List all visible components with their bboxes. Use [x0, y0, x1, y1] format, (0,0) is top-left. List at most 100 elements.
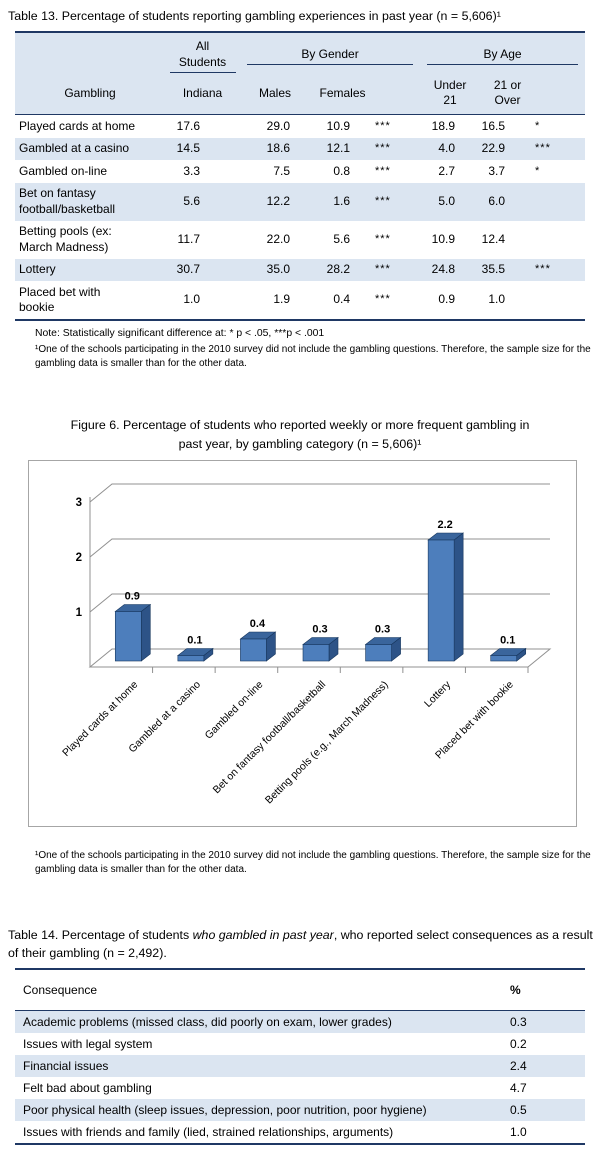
cell-indiana: 30.7: [176, 262, 200, 276]
row-label: Played cards at home: [19, 118, 136, 133]
consequence-percent: 4.7: [510, 1080, 527, 1095]
table-row: Academic problems (missed class, did poo…: [15, 1010, 585, 1033]
bar-value-label: 0.3: [375, 624, 390, 636]
cell-sig-age: *: [535, 119, 541, 132]
row-label: Betting pools (ex: March Madness): [19, 224, 112, 254]
cell-sig-gender: ***: [375, 232, 391, 245]
cell-sig-age: ***: [535, 263, 551, 275]
bar: [114, 611, 142, 662]
col-header-females: Females: [319, 86, 366, 100]
cell-under21: 4.0: [438, 141, 456, 155]
cell-21over: 22.9: [481, 141, 506, 155]
cell-females: 1.6: [333, 193, 350, 208]
table14-header: Consequence %: [15, 969, 585, 1011]
table13-notes: Note: Statistically significant differen…: [35, 327, 595, 370]
cell-indiana: 5.6: [183, 193, 200, 208]
report-page: { "table13": { "title": "Table 13. Perce…: [0, 8, 600, 1157]
cell-females: 10.9: [326, 118, 350, 133]
cell-under21: 0.9: [438, 292, 456, 307]
bar-value-label: 2.2: [437, 519, 452, 531]
consequence-label: Financial issues: [23, 1058, 109, 1073]
gridline: [89, 593, 550, 613]
cell-21over: 35.5: [481, 262, 506, 276]
col-header-percent: %: [510, 983, 521, 997]
figure6-title-line1: Figure 6. Percentage of students who rep…: [70, 418, 530, 432]
header-group-by-age: By Age: [420, 32, 585, 74]
bar-value-label: 0.1: [500, 635, 515, 647]
consequence-label: Academic problems (missed class, did poo…: [23, 1014, 392, 1029]
table-row: Betting pools (ex: March Madness) 11.7 2…: [15, 221, 585, 259]
cell-21over: 3.7: [488, 163, 506, 178]
consequence-label: Felt bad about gambling: [23, 1080, 152, 1095]
chart-floor: [88, 648, 552, 668]
bar: [365, 644, 392, 662]
figure6-title-line2: past year, by gambling category (n = 5,6…: [178, 437, 422, 451]
cell-sig-gender: ***: [375, 119, 391, 132]
cell-21over: 1.0: [488, 292, 506, 307]
cell-21over: 6.0: [488, 193, 506, 208]
table-row: Felt bad about gambling 4.7: [15, 1077, 585, 1099]
col-header-gambling: Gambling: [64, 86, 116, 100]
cell-males: 12.2: [266, 193, 290, 208]
row-label: Gambled on-line: [19, 163, 108, 178]
table13: All Students By Gender By Age Gambling I…: [15, 31, 586, 321]
table14-title: Table 14. Percentage of students who gam…: [8, 926, 596, 962]
cell-males: 18.6: [266, 141, 290, 155]
col-header-males: Males: [258, 86, 291, 100]
cell-males: 35.0: [266, 262, 290, 276]
cell-males: 7.5: [273, 163, 290, 178]
row-label: Gambled at a casino: [19, 141, 130, 155]
table14-title-part1: Table 14. Percentage of students: [8, 928, 193, 942]
header-group-by-gender: By Gender: [240, 32, 420, 74]
table-row: Gambled at a casino 14.5 18.6 12.1 *** 4…: [15, 137, 586, 160]
cell-indiana: 17.6: [176, 118, 200, 133]
bar-value-label: 0.9: [125, 591, 140, 603]
col-header-under21: Under 21: [433, 78, 467, 107]
table-row: Lottery 30.7 35.0 28.2 *** 24.8 35.5 ***: [15, 258, 586, 281]
category-label: Lottery: [422, 678, 454, 710]
cell-under21: 10.9: [431, 231, 456, 246]
consequence-label: Issues with legal system: [23, 1036, 153, 1051]
cell-sig-age: *: [535, 164, 541, 177]
cell-indiana: 1.0: [183, 292, 200, 307]
table14-title-part2: , who reported select consequences as a …: [8, 928, 593, 960]
bar: [240, 638, 267, 662]
cell-sig-gender: ***: [375, 164, 391, 177]
cell-females: 5.6: [333, 231, 350, 246]
category-label: Bet on fantasy football/basketball: [211, 679, 328, 796]
table-row: Played cards at home 17.6 29.0 10.9 *** …: [15, 115, 585, 138]
gridline: [89, 483, 550, 503]
cell-sig-gender: ***: [375, 142, 391, 154]
consequence-percent: 0.2: [510, 1036, 527, 1051]
cell-males: 1.9: [273, 292, 290, 307]
cell-indiana: 14.5: [176, 141, 200, 155]
cell-sig-age: [535, 183, 585, 221]
figure6-footnote: ¹One of the schools participating in the…: [35, 850, 591, 875]
table13-title: Table 13. Percentage of students reporti…: [8, 9, 501, 23]
cell-males: 29.0: [266, 118, 290, 133]
table-row: Issues with legal system 0.2: [15, 1033, 585, 1055]
cell-21over: 12.4: [481, 231, 506, 246]
figure6-title: Figure 6. Percentage of students who rep…: [10, 416, 590, 454]
table-row: Poor physical health (sleep issues, depr…: [15, 1099, 585, 1121]
consequence-percent: 1.0: [510, 1124, 527, 1139]
cell-sig-age: ***: [535, 142, 551, 154]
bar: [302, 644, 330, 662]
cell-21over: 16.5: [481, 118, 506, 133]
table13-footnote: ¹One of the schools participating in the…: [35, 344, 591, 369]
row-label: Lottery: [19, 262, 56, 276]
cell-males: 22.0: [266, 231, 290, 246]
row-label: Bet on fantasy football/basketball: [19, 186, 116, 216]
bar-side-face: [140, 603, 151, 662]
table-row: Financial issues 2.4: [15, 1055, 585, 1077]
row-label: Placed bet with bookie: [19, 284, 101, 315]
cell-under21: 24.8: [431, 262, 456, 276]
consequence-label: Poor physical health (sleep issues, depr…: [23, 1102, 427, 1117]
cell-indiana: 3.3: [183, 163, 200, 178]
bar-value-label: 0.4: [250, 618, 266, 630]
header-blank: [15, 32, 165, 74]
table13-header: All Students By Gender By Age Gambling I…: [15, 32, 586, 115]
consequence-percent: 0.3: [510, 1014, 527, 1029]
cell-females: 12.1: [326, 141, 350, 155]
